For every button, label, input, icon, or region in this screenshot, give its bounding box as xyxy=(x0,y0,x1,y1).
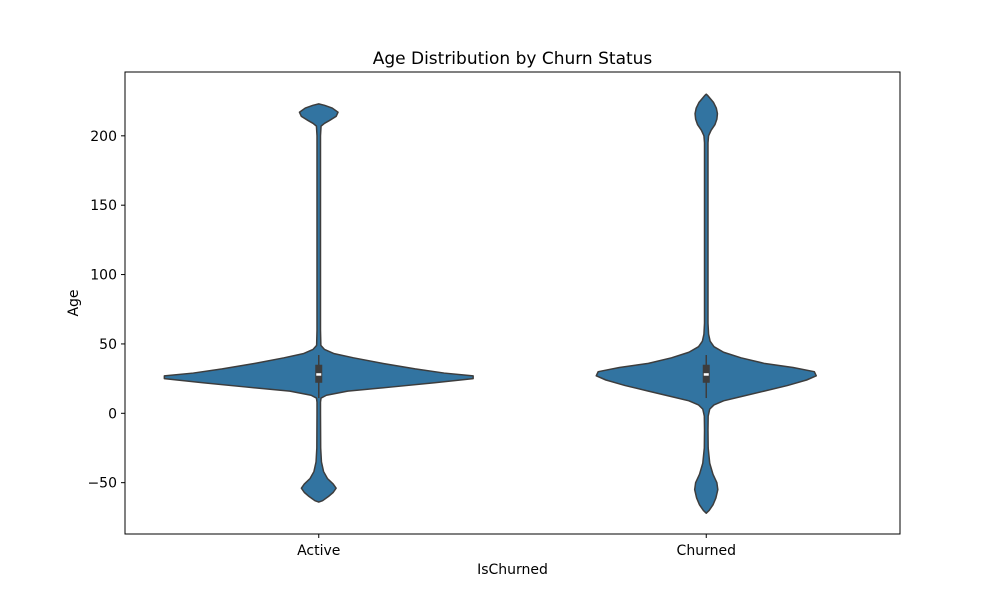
median-marker-churned xyxy=(703,373,709,376)
violin-active xyxy=(163,103,474,503)
x-axis: Active Churned xyxy=(297,534,736,559)
y-axis-label: Age xyxy=(66,289,82,316)
y-tick-label: 150 xyxy=(90,198,117,214)
y-tick-label: 200 xyxy=(90,129,117,145)
violins xyxy=(163,93,818,514)
x-axis-label: IsChurned xyxy=(477,562,548,578)
median-marker-active xyxy=(316,373,322,376)
x-tick-label: Active xyxy=(297,543,340,559)
y-tick-label: 100 xyxy=(90,268,117,284)
plot-frame xyxy=(124,71,901,535)
violin-churned xyxy=(595,93,818,514)
x-tick-label: Churned xyxy=(677,543,736,559)
y-tick-label: 0 xyxy=(108,406,117,422)
y-tick-label: 50 xyxy=(99,337,117,353)
chart-title: Age Distribution by Churn Status xyxy=(373,49,653,69)
y-tick-label: −50 xyxy=(87,476,117,492)
y-axis: −50 0 50 100 150 200 xyxy=(87,129,125,492)
